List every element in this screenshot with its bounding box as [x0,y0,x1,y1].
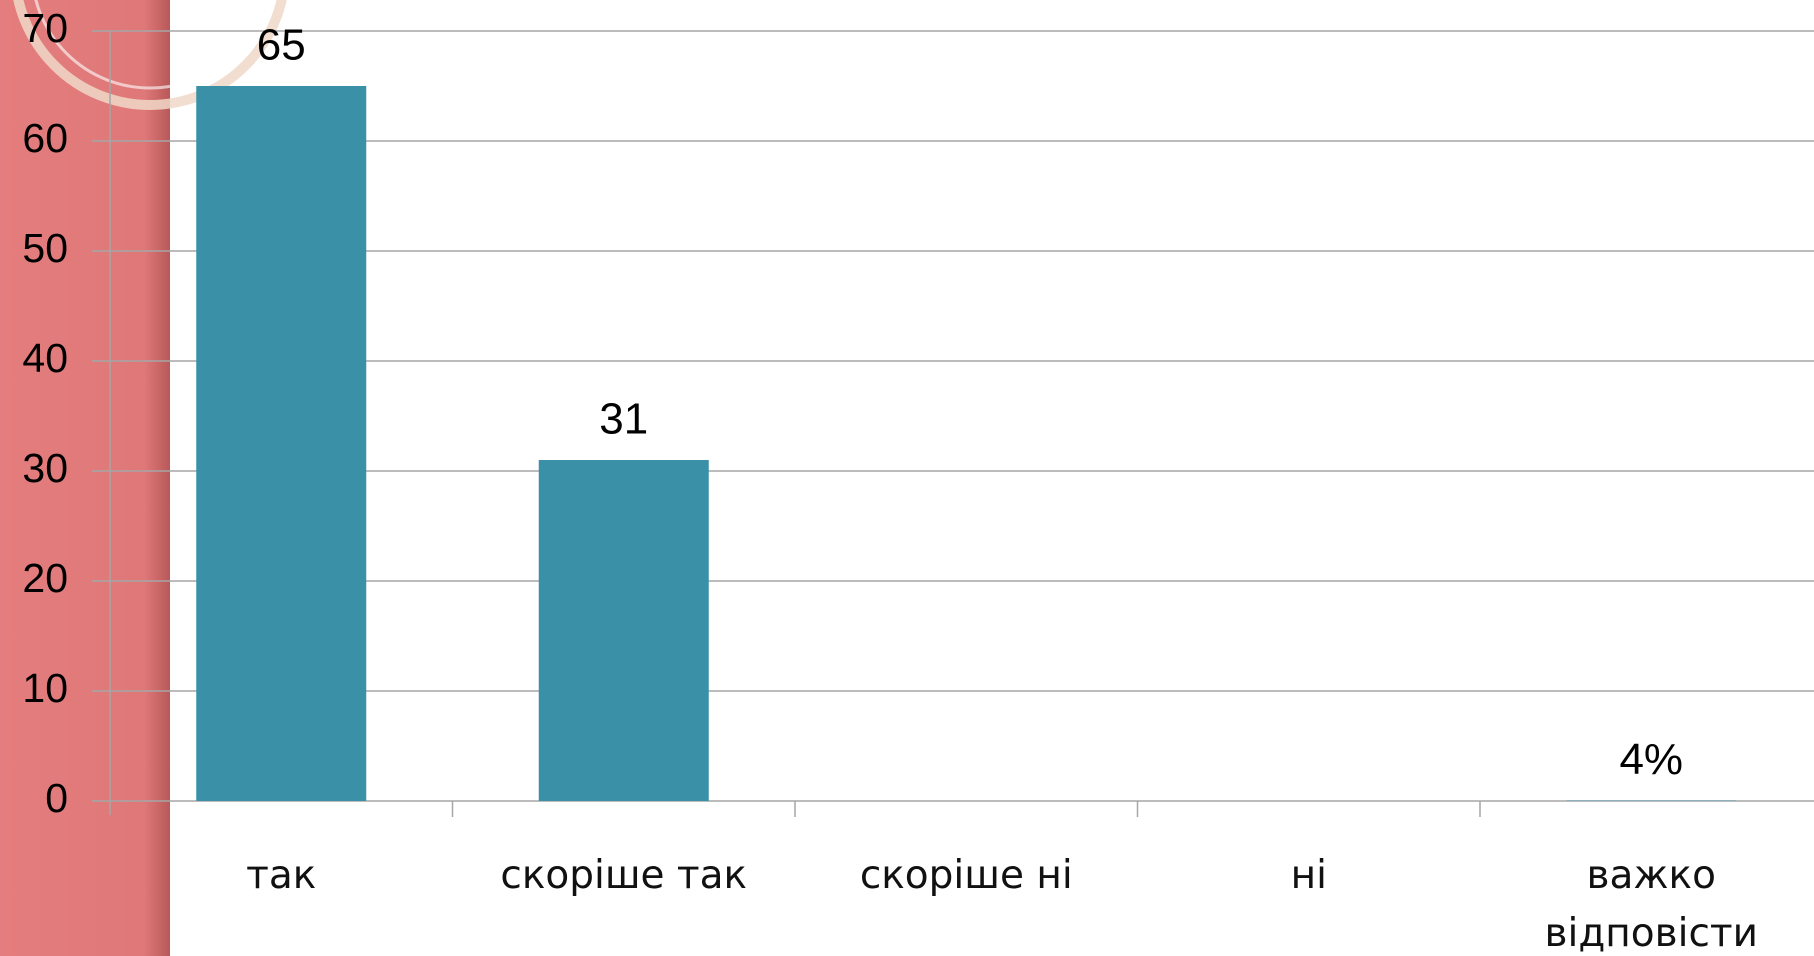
ornament [34,0,266,90]
x-tick-label: ні [1290,853,1327,898]
side-strip [0,0,170,956]
bar [538,460,709,801]
y-tick-label: 0 [45,775,68,821]
x-tick-label: важко відповісти [1544,853,1758,956]
bar [196,86,367,801]
data-label: 31 [599,395,648,444]
y-tick-label: 20 [22,555,68,601]
data-label: 65 [257,21,306,70]
y-tick-label: 60 [22,115,68,161]
data-label: 4% [1619,735,1683,784]
y-tick-label: 70 [22,5,68,51]
x-tick-label: так [246,853,317,898]
y-tick-label: 30 [22,445,68,491]
y-tick-label: 10 [22,665,68,711]
y-tick-label: 50 [22,225,68,271]
ornament [13,0,287,110]
y-tick-label: 40 [22,335,68,381]
x-tick-label: скоріше ні [859,853,1073,898]
x-tick-label: скоріше так [500,853,748,898]
